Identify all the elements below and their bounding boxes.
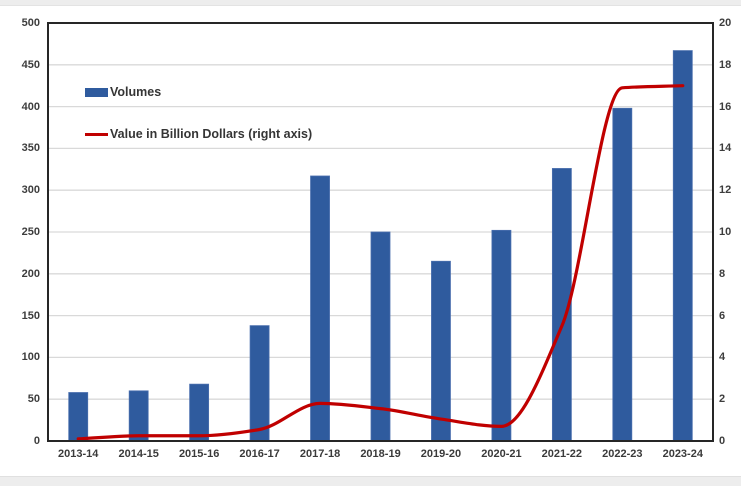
legend-item-value: Value in Billion Dollars (right axis) [85, 124, 312, 144]
x-axis-label-2023-24: 2023-24 [662, 448, 703, 460]
bar-2020-21 [491, 229, 512, 442]
left-axis-tick-350: 350 [21, 142, 40, 155]
chart-legend: Volumes Value in Billion Dollars (right … [85, 82, 312, 166]
x-axis-label-2022-23: 2022-23 [602, 448, 643, 460]
value-line-swatch-icon [85, 132, 108, 136]
bar-2015-16 [189, 383, 210, 442]
bar-2017-18 [310, 175, 330, 442]
left-axis-tick-500: 500 [21, 17, 40, 29]
right-axis-tick-16: 16 [719, 100, 732, 113]
bar-2022-23 [612, 107, 633, 442]
left-axis-tick-150: 150 [21, 309, 40, 322]
left-axis-tick-0: 0 [33, 435, 40, 447]
plot-border [47, 22, 714, 442]
bar-2019-20 [431, 260, 451, 442]
x-axis-label-2020-21: 2020-21 [481, 448, 522, 460]
right-axis-tick-18: 18 [719, 58, 732, 71]
page-background-strip-bottom [0, 476, 741, 486]
left-axis-tick-300: 300 [21, 184, 40, 197]
x-axis-label-2013-14: 2013-14 [58, 448, 99, 460]
left-axis-tick-450: 450 [21, 58, 40, 71]
x-axis-label-2016-17: 2016-17 [239, 448, 280, 460]
right-axis-tick-12: 12 [719, 184, 732, 197]
left-axis-tick-400: 400 [21, 100, 40, 113]
x-axis-label-2018-19: 2018-19 [360, 448, 401, 460]
right-axis-tick-8: 8 [719, 267, 726, 280]
x-axis-label-2015-16: 2015-16 [178, 448, 220, 460]
left-axis-tick-100: 100 [21, 351, 40, 364]
page-background-strip-top [0, 0, 741, 6]
right-axis-tick-6: 6 [719, 309, 726, 322]
x-axis-label-2017-18: 2017-18 [299, 448, 341, 460]
bar-2014-15 [128, 390, 149, 442]
right-axis-tick-20: 20 [719, 17, 732, 29]
right-axis-tick-10: 10 [719, 226, 732, 238]
legend-label-value: Value in Billion Dollars (right axis) [110, 127, 313, 141]
x-axis-label-2021-22: 2021-22 [541, 448, 583, 460]
x-axis-label-2014-15: 2014-15 [118, 448, 159, 460]
x-axis-label-2019-20: 2019-20 [420, 448, 462, 460]
right-axis-tick-14: 14 [719, 142, 732, 155]
volumes-bar-swatch-icon [85, 87, 108, 97]
bar-2023-24 [672, 50, 693, 442]
bar-2016-17 [249, 325, 270, 442]
right-axis-tick-2: 2 [719, 393, 726, 406]
value-line [76, 84, 685, 441]
legend-item-volumes: Volumes [85, 82, 312, 102]
left-axis-tick-250: 250 [21, 226, 40, 238]
bar-2013-14 [68, 392, 89, 442]
legend-label-volumes: Volumes [110, 85, 162, 99]
right-axis-tick-0: 0 [719, 435, 726, 447]
right-axis-tick-4: 4 [719, 351, 726, 364]
left-axis-tick-200: 200 [21, 267, 40, 280]
left-axis-tick-50: 50 [27, 393, 40, 406]
